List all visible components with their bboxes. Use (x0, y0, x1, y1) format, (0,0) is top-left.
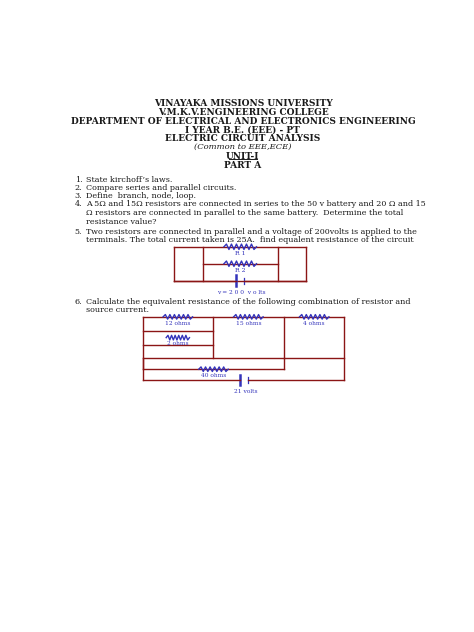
Text: source current.: source current. (86, 306, 149, 313)
Text: V.M.K.V.ENGINEERING COLLEGE: V.M.K.V.ENGINEERING COLLEGE (157, 108, 328, 117)
Text: 2 ohms: 2 ohms (167, 341, 189, 346)
Text: v = 2 0 0  v o lts: v = 2 0 0 v o lts (217, 290, 265, 295)
Text: PART A: PART A (224, 161, 262, 170)
Text: Define  branch, node, loop.: Define branch, node, loop. (86, 192, 196, 200)
Text: 21 volts: 21 volts (234, 389, 257, 394)
Text: VINAYAKA MISSIONS UNIVERSITY: VINAYAKA MISSIONS UNIVERSITY (154, 99, 332, 108)
Text: State kirchoff’s laws.: State kirchoff’s laws. (86, 176, 173, 184)
Text: Calculate the equivalent resistance of the following combination of resistor and: Calculate the equivalent resistance of t… (86, 298, 411, 306)
Text: Ω resistors are connected in parallel to the same battery.  Determine the total: Ω resistors are connected in parallel to… (86, 209, 404, 217)
Text: UNIT-I: UNIT-I (226, 152, 260, 161)
Text: 4 ohms: 4 ohms (303, 320, 325, 325)
Text: 12 ohms: 12 ohms (165, 320, 191, 325)
Text: resistance value?: resistance value? (86, 218, 157, 226)
Text: terminals. The total current taken is 25A.  find equalent resistance of the circ: terminals. The total current taken is 25… (86, 236, 414, 243)
Text: 40 ohms: 40 ohms (201, 373, 226, 378)
Text: I YEAR B.E. (EEE) - PT: I YEAR B.E. (EEE) - PT (185, 126, 301, 135)
Text: ELECTRIC CIRCUIT ANALYSIS: ELECTRIC CIRCUIT ANALYSIS (165, 135, 320, 143)
Text: Compare series and parallel circuits.: Compare series and parallel circuits. (86, 184, 237, 192)
Text: R 1: R 1 (235, 251, 246, 255)
Text: 3.: 3. (75, 192, 82, 200)
Text: 4.: 4. (75, 200, 82, 208)
Text: Two resistors are connected in parallel and a voltage of 200volts is applied to : Two resistors are connected in parallel … (86, 228, 417, 236)
Text: R 2: R 2 (235, 267, 246, 272)
Text: 1.: 1. (75, 176, 82, 184)
Text: DEPARTMENT OF ELECTRICAL AND ELECTRONICS ENGINEERING: DEPARTMENT OF ELECTRICAL AND ELECTRONICS… (71, 117, 415, 126)
Text: 6.: 6. (75, 298, 82, 306)
Text: (Common to EEE,ECE): (Common to EEE,ECE) (194, 143, 292, 151)
Text: A 5Ω and 15Ω resistors are connected in series to the 50 v battery and 20 Ω and : A 5Ω and 15Ω resistors are connected in … (86, 200, 426, 208)
Text: 15 ohms: 15 ohms (236, 320, 261, 325)
Text: 2.: 2. (75, 184, 82, 192)
Text: 5.: 5. (75, 228, 82, 236)
